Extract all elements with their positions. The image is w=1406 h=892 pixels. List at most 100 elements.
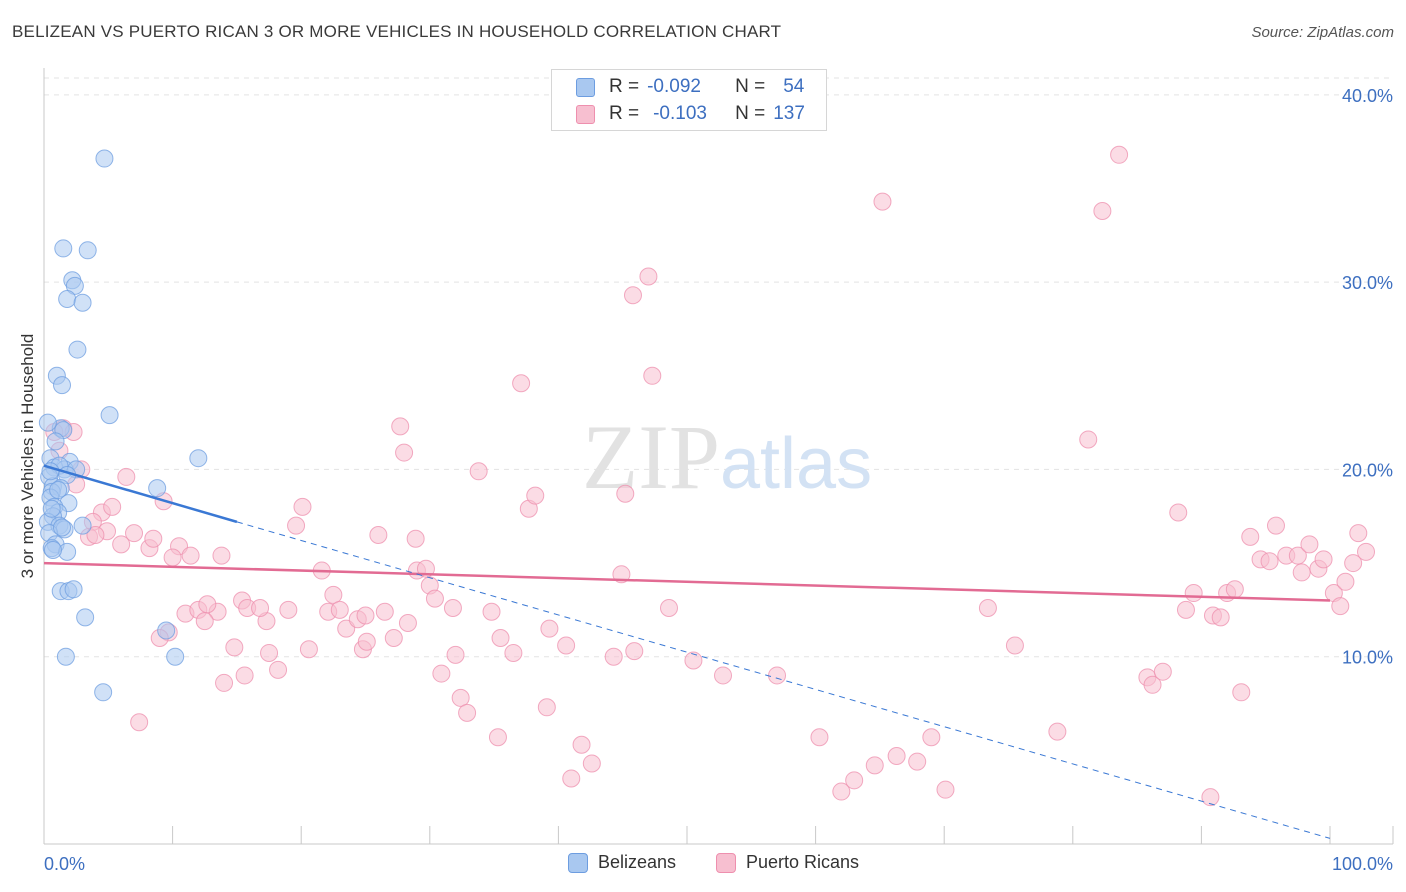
chart-title: BELIZEAN VS PUERTO RICAN 3 OR MORE VEHIC… [12, 22, 782, 41]
belizean-point [46, 432, 65, 451]
belizean-point [49, 481, 68, 500]
puerto-rican-point [616, 484, 635, 503]
puerto-rican-point [235, 666, 254, 685]
puerto-rican-point [1241, 527, 1260, 546]
puerto-rican-point [684, 651, 703, 670]
legend-r-value: -0.103 [653, 103, 707, 124]
belizean-point [95, 149, 114, 168]
belizeans-points [38, 149, 208, 702]
x-tick-label-max: 100.0% [1332, 854, 1393, 874]
puerto-rican-point [163, 548, 182, 567]
source-credit: Source: ZipAtlas.com [1251, 24, 1394, 41]
puerto-rican-point [195, 612, 214, 631]
puerto-rican-point [225, 638, 244, 657]
belizean-point [58, 289, 77, 308]
puerto-rican-point [260, 643, 279, 662]
puerto-rican-point [1169, 503, 1188, 522]
puerto-rican-point [537, 698, 556, 717]
legend-n-value: 54 [783, 76, 805, 97]
legend-row-belizeans: R = -0.092 N = 54 [576, 75, 804, 99]
belizean-point [157, 621, 176, 640]
correlation-legend: R = -0.092 N = 54 R = -0.103 N = 137 [551, 69, 827, 131]
puerto-rican-point [212, 546, 231, 565]
puerto-rican-point [845, 771, 864, 790]
belizean-point [42, 499, 61, 518]
puerto-rican-point [1201, 788, 1220, 807]
legend-n-label: N = [735, 76, 766, 97]
puerto-rican-point [1005, 636, 1024, 655]
puerto-rican-point [1110, 145, 1129, 164]
puerto-rican-point [406, 529, 425, 548]
bottom-legend-belizeans: Belizeans [568, 852, 676, 873]
belizean-point [94, 683, 113, 702]
puerto-rican-point [181, 546, 200, 565]
puerto-rican-point [1143, 675, 1162, 694]
puerto-rican-point [1184, 584, 1203, 603]
puerto-rican-point [1225, 580, 1244, 599]
puerto-rican-point [443, 599, 462, 618]
puerto-rican-point [582, 754, 601, 773]
belizean-point [73, 516, 92, 535]
puerto-rican-point [714, 666, 733, 685]
puerto-rican-point [293, 497, 312, 516]
puerto-rican-point [572, 735, 591, 754]
puerto-rican-point [446, 645, 465, 664]
belizean-point [68, 340, 87, 359]
puerto-rican-point [887, 746, 906, 765]
belizean-point [56, 647, 75, 666]
puerto-rican-point [978, 599, 997, 618]
puerto-rican-point [356, 606, 375, 625]
belizean-point [189, 449, 208, 468]
belizean-point [44, 540, 63, 559]
puerto-rican-point [112, 535, 131, 554]
belizean-point [76, 608, 95, 627]
bottom-legend-puerto-ricans: Puerto Ricans [716, 852, 859, 873]
puerto-rican-point [1314, 550, 1333, 569]
puerto-rican-point [117, 467, 136, 486]
y-tick-labels: 10.0% 20.0% 30.0% 40.0% [1342, 86, 1393, 668]
puerto-rican-point [604, 647, 623, 666]
legend-row-puerto-ricans: R = -0.103 N = 137 [576, 102, 805, 126]
puerto-rican-point [1176, 600, 1195, 619]
belizean-point [148, 479, 167, 498]
puerto-rican-point [1048, 722, 1067, 741]
puerto-rican-point [1331, 597, 1350, 616]
puerto-rican-point [1093, 201, 1112, 220]
puerto-rican-point [491, 628, 510, 647]
y-tick-label: 30.0% [1342, 273, 1393, 293]
puerto-rican-point [215, 673, 234, 692]
puerto-rican-point [391, 417, 410, 436]
puerto-rican-point [469, 462, 488, 481]
puerto-rican-point [1232, 683, 1251, 702]
puerto-rican-point [425, 589, 444, 608]
belizean-point [53, 376, 72, 395]
puerto-rican-point [357, 632, 376, 651]
belizean-point [64, 580, 83, 599]
y-tick-label: 10.0% [1342, 648, 1393, 668]
trend-lines [43, 464, 1331, 839]
puerto-rican-point [504, 643, 523, 662]
puerto-rican-point [643, 366, 662, 385]
puerto-rican-point [458, 703, 477, 722]
bottom-legend-label-belizeans: Belizeans [598, 852, 677, 872]
puerto-rican-point [125, 524, 144, 543]
puerto-rican-point [144, 529, 163, 548]
puerto-rican-point [330, 600, 349, 619]
legend-swatch-belizeans [576, 77, 595, 97]
puerto-rican-point [623, 286, 642, 305]
puerto-rican-point [287, 516, 306, 535]
belizean-point [54, 239, 73, 258]
puerto-rican-point [130, 713, 149, 732]
puerto-rican-point [1211, 608, 1230, 627]
watermark-zip: ZIP [582, 406, 720, 508]
belizean-point [38, 413, 57, 432]
puerto-rican-point [482, 602, 501, 621]
puerto-rican-point [369, 525, 388, 544]
puerto-rican-point [1344, 554, 1363, 573]
puerto-rican-point [299, 640, 318, 659]
y-tick-label: 20.0% [1342, 460, 1393, 480]
bottom-legend-swatch-belizeans [568, 852, 588, 873]
puerto-rican-point [269, 660, 288, 679]
puerto-rican-point [1292, 563, 1311, 582]
